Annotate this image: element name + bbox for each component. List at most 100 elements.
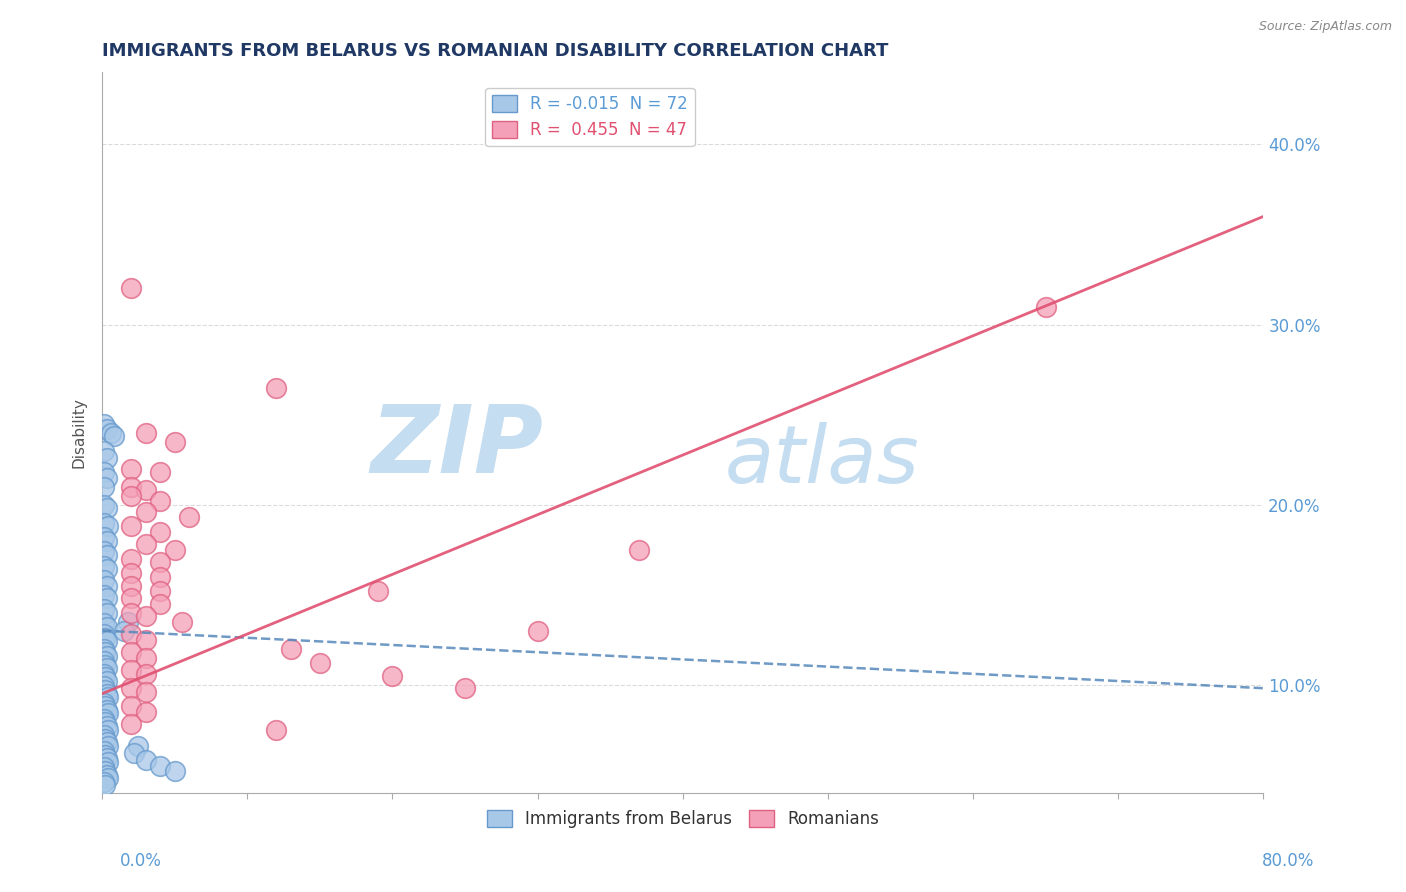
Point	[280, 641, 302, 656]
Point	[94, 779, 117, 793]
Point	[96, 533, 118, 548]
Point	[96, 578, 118, 592]
Point	[120, 681, 142, 696]
Point	[120, 591, 142, 606]
Point	[1035, 300, 1057, 314]
Point	[135, 609, 157, 624]
Point	[120, 566, 142, 580]
Point	[97, 739, 120, 753]
Point	[93, 744, 115, 758]
Point	[93, 544, 115, 558]
Point	[120, 551, 142, 566]
Text: atlas: atlas	[724, 422, 920, 500]
Point	[93, 627, 115, 641]
Point	[94, 715, 117, 730]
Point	[94, 699, 117, 714]
Point	[94, 657, 117, 672]
Point	[97, 690, 120, 705]
Point	[96, 661, 118, 675]
Point	[112, 624, 135, 638]
Point	[135, 483, 157, 498]
Point	[96, 562, 118, 576]
Point	[628, 542, 651, 557]
Point	[149, 524, 172, 539]
Point	[96, 673, 118, 688]
Point	[367, 584, 389, 599]
Point	[128, 739, 150, 753]
Text: 0.0%: 0.0%	[120, 852, 162, 870]
Point	[120, 606, 142, 620]
Point	[170, 615, 193, 629]
Point	[96, 548, 118, 562]
Point	[120, 461, 142, 475]
Point	[149, 555, 172, 569]
Text: Source: ZipAtlas.com: Source: ZipAtlas.com	[1258, 20, 1392, 33]
Point	[120, 717, 142, 731]
Point	[93, 602, 115, 616]
Point	[96, 634, 118, 648]
Point	[94, 645, 117, 659]
Point	[266, 380, 288, 394]
Point	[93, 465, 115, 479]
Point	[163, 434, 186, 449]
Point	[97, 755, 120, 769]
Point	[163, 764, 186, 778]
Point	[96, 470, 118, 484]
Point	[149, 597, 172, 611]
Point	[93, 516, 115, 530]
Point	[117, 615, 139, 629]
Point	[93, 666, 115, 681]
Point	[93, 443, 115, 458]
Point	[93, 588, 115, 602]
Text: IMMIGRANTS FROM BELARUS VS ROMANIAN DISABILITY CORRELATION CHART: IMMIGRANTS FROM BELARUS VS ROMANIAN DISA…	[103, 42, 889, 60]
Point	[103, 429, 125, 443]
Point	[97, 723, 120, 737]
Point	[149, 569, 172, 583]
Point	[120, 281, 142, 295]
Point	[96, 767, 118, 781]
Point	[94, 683, 117, 698]
Point	[93, 558, 115, 573]
Point	[93, 696, 115, 710]
Point	[135, 650, 157, 665]
Point	[135, 632, 157, 647]
Point	[122, 746, 145, 760]
Point	[97, 771, 120, 785]
Point	[120, 479, 142, 493]
Point	[96, 751, 118, 765]
Point	[94, 670, 117, 684]
Point	[93, 712, 115, 726]
Point	[97, 519, 120, 533]
Point	[149, 494, 172, 508]
Point	[96, 620, 118, 634]
Point	[96, 606, 118, 620]
Point	[135, 666, 157, 681]
Point	[100, 425, 122, 440]
Point	[94, 731, 117, 746]
Text: 80.0%: 80.0%	[1263, 852, 1315, 870]
Point	[93, 530, 115, 544]
Point	[149, 465, 172, 479]
Point	[93, 498, 115, 512]
Point	[93, 680, 115, 694]
Point	[93, 417, 115, 431]
Point	[120, 699, 142, 714]
Point	[96, 648, 118, 663]
Point	[120, 489, 142, 503]
Point	[149, 758, 172, 772]
Point	[135, 505, 157, 519]
Point	[93, 479, 115, 493]
Point	[93, 760, 115, 774]
Point	[120, 578, 142, 592]
Point	[149, 584, 172, 599]
Point	[93, 775, 115, 789]
Point	[120, 519, 142, 533]
Point	[135, 753, 157, 767]
Point	[96, 687, 118, 701]
Point	[93, 654, 115, 668]
Point	[96, 450, 118, 465]
Point	[97, 706, 120, 721]
Text: ZIP: ZIP	[371, 401, 544, 493]
Point	[120, 663, 142, 677]
Point	[120, 627, 142, 641]
